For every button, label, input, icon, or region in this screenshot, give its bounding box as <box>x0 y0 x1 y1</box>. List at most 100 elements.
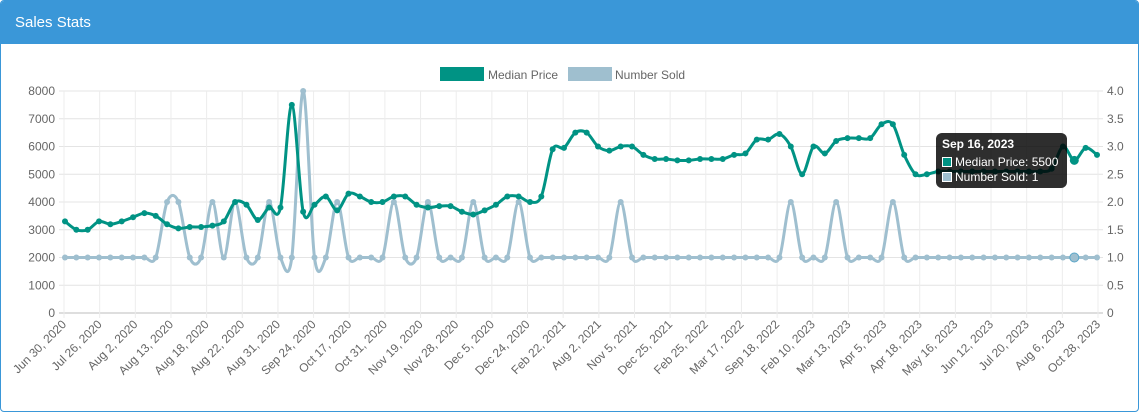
number-sold-point <box>923 254 930 261</box>
tooltip-label-number-sold: Number Sold: 1 <box>955 170 1039 184</box>
number-sold-point <box>62 254 68 261</box>
median-price-point <box>855 135 862 142</box>
number-sold-point <box>991 254 998 261</box>
number-sold-point <box>334 199 341 205</box>
median-price-point <box>504 193 511 200</box>
tooltip-swatch-median-price <box>942 157 952 167</box>
median-price-point <box>186 223 193 230</box>
median-price-point <box>901 151 908 158</box>
median-price-point <box>629 143 636 150</box>
number-sold-point <box>390 199 397 205</box>
median-price-point <box>776 131 783 138</box>
median-price-point <box>220 218 227 225</box>
legend-swatch-median-price[interactable] <box>440 67 484 81</box>
median-price-point <box>492 201 499 208</box>
median-price-point <box>549 146 556 153</box>
median-price-point <box>697 155 704 162</box>
number-sold-point <box>515 199 522 205</box>
median-price-point <box>424 204 431 211</box>
number-sold-point <box>277 254 284 261</box>
median-price-point <box>685 157 692 164</box>
tooltip-title: Sep 16, 2023 <box>942 137 1015 151</box>
number-sold-point <box>209 199 216 205</box>
median-price-point <box>334 207 341 214</box>
number-sold-point <box>776 254 783 261</box>
median-price-point <box>345 190 352 197</box>
median-price-point <box>833 137 840 144</box>
legend-swatch-number-sold[interactable] <box>568 67 612 81</box>
number-sold-point <box>731 254 738 261</box>
number-sold-point <box>254 254 261 261</box>
number-sold-point <box>708 254 715 261</box>
number-sold-point <box>538 254 545 261</box>
y-axis-right: 0 0.5 1.0 1.5 2.0 2.5 3.0 3.5 4.0 <box>1107 84 1124 320</box>
tooltip-swatch-number-sold <box>942 172 952 182</box>
number-sold-point <box>1003 254 1010 261</box>
number-sold-point <box>413 254 420 261</box>
median-price-point <box>742 150 749 157</box>
chart-legend[interactable]: Median Price Number Sold <box>440 67 685 82</box>
median-price-point <box>663 155 670 162</box>
number-sold-point <box>175 199 182 205</box>
median-price-point <box>821 150 828 157</box>
number-sold-point <box>356 254 363 261</box>
number-sold-point <box>504 254 511 261</box>
number-sold-point <box>640 254 647 261</box>
y-right-tick-label: 0.5 <box>1107 278 1124 292</box>
median-price-point <box>867 135 874 142</box>
median-price-point <box>912 171 919 178</box>
number-sold-point <box>1025 254 1032 261</box>
median-price-point <box>198 223 205 230</box>
median-price-point <box>130 214 137 221</box>
number-sold-point <box>685 254 692 261</box>
legend-label-number-sold[interactable]: Number Sold <box>615 68 685 82</box>
number-sold-point <box>629 254 636 261</box>
median-price-point <box>674 157 681 164</box>
number-sold-point <box>674 254 681 261</box>
number-sold-point <box>141 254 148 261</box>
number-sold-point <box>651 254 658 261</box>
median-price-point <box>470 211 477 218</box>
number-sold-point <box>164 199 171 205</box>
median-price-point <box>390 193 397 200</box>
number-sold-point <box>833 199 840 205</box>
y-left-tick-label: 0 <box>48 306 55 320</box>
legend-label-median-price[interactable]: Median Price <box>488 68 558 82</box>
median-price-point <box>1082 144 1089 151</box>
number-sold-point <box>810 254 817 261</box>
number-sold-point <box>458 254 465 261</box>
number-sold-point <box>1094 254 1100 261</box>
y-left-tick-label: 6000 <box>28 140 55 154</box>
median-price-point <box>923 171 930 178</box>
y-left-tick-label: 3000 <box>28 223 55 237</box>
median-price-point <box>447 203 454 210</box>
number-sold-point <box>753 254 760 261</box>
y-right-tick-label: 3.5 <box>1107 112 1124 126</box>
number-sold-point <box>322 254 329 261</box>
y-right-tick-label: 2.0 <box>1107 195 1124 209</box>
y-left-tick-label: 7000 <box>28 112 55 126</box>
number-sold-point <box>526 254 533 261</box>
panel-title: Sales Stats <box>15 14 91 31</box>
y-left-tick-label: 1000 <box>28 278 55 292</box>
number-sold-point <box>1069 252 1080 263</box>
number-sold-point <box>946 254 953 261</box>
number-sold-point <box>572 254 579 261</box>
number-sold-point <box>186 254 193 261</box>
median-price-point <box>889 121 896 128</box>
number-sold-point <box>1082 254 1089 261</box>
median-price-point <box>799 171 806 178</box>
number-sold-point <box>957 254 964 261</box>
y-right-tick-label: 3.0 <box>1107 140 1124 154</box>
median-price-point <box>515 193 522 200</box>
number-sold-point <box>424 199 431 205</box>
number-sold-point <box>787 199 794 205</box>
median-price-point <box>141 210 148 217</box>
number-sold-point <box>73 254 80 261</box>
median-price-point <box>810 143 817 150</box>
number-sold-point <box>243 254 250 261</box>
number-sold-point <box>311 254 318 261</box>
median-price-point <box>232 199 239 205</box>
number-sold-point <box>742 254 749 261</box>
